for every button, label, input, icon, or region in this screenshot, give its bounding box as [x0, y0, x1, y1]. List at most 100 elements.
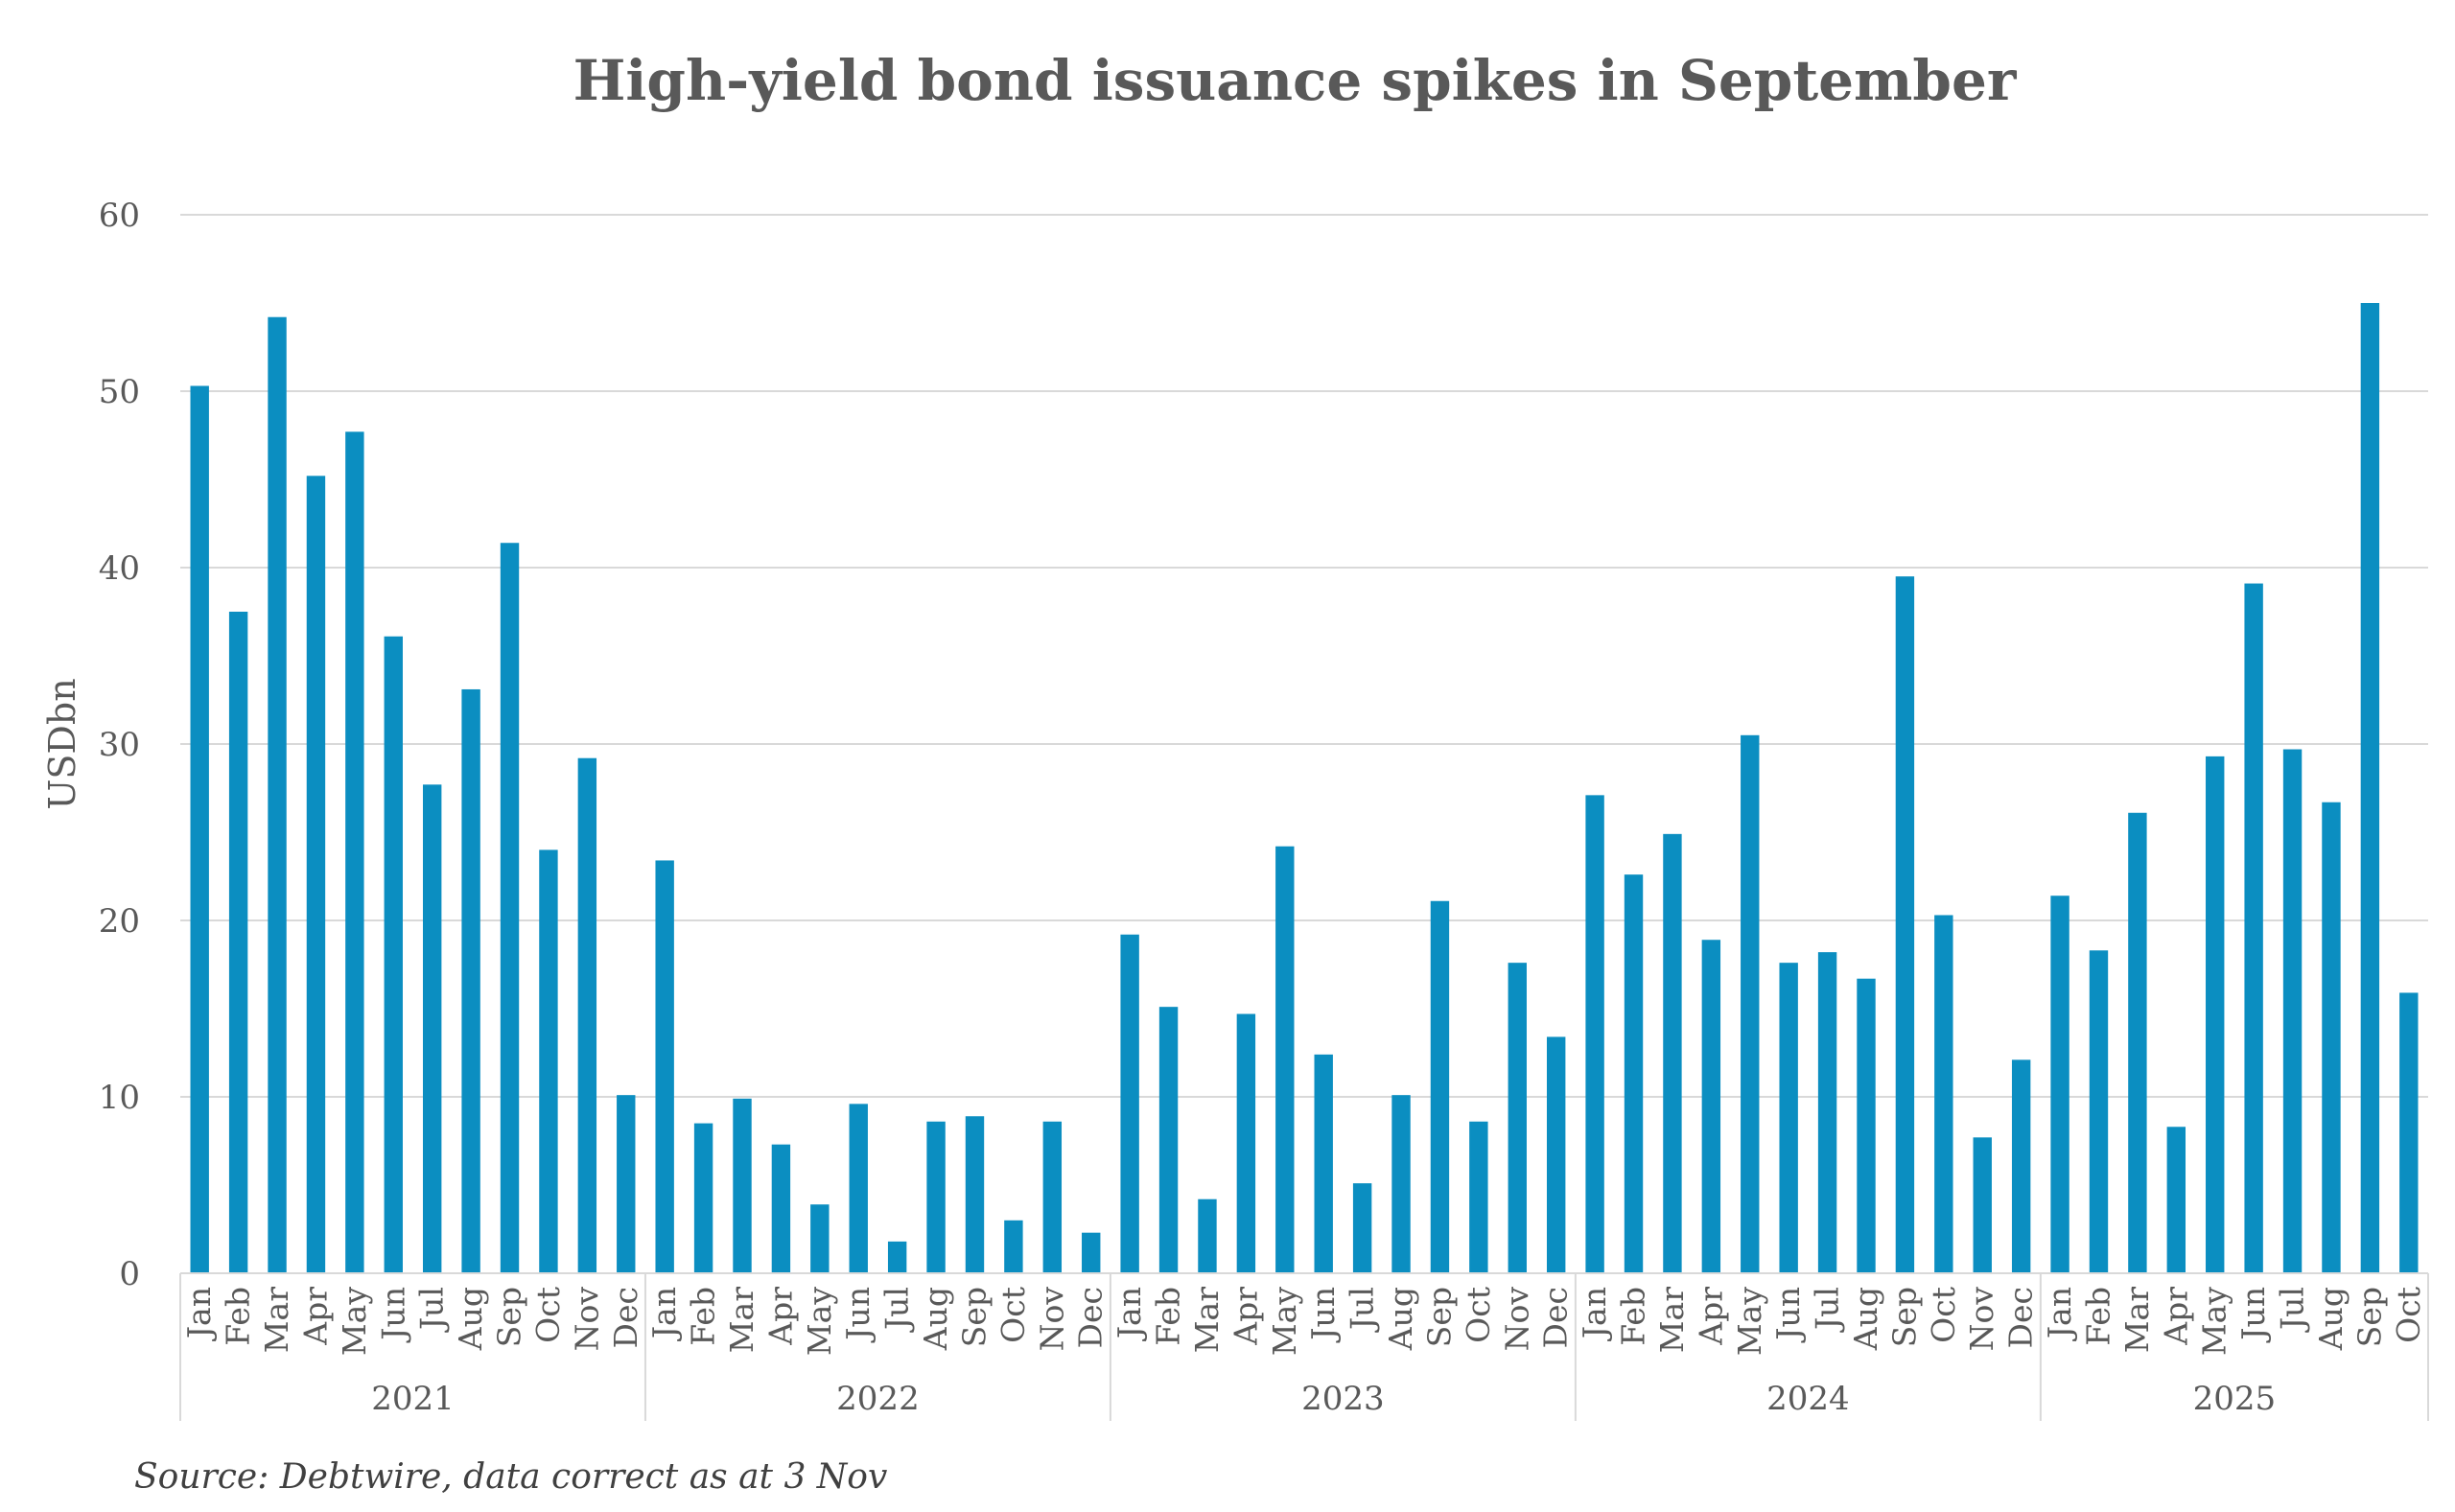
- bar: [1585, 795, 1604, 1273]
- month-label: Mar: [723, 1287, 760, 1353]
- bar: [1741, 734, 1760, 1273]
- bar: [228, 612, 248, 1273]
- bar: [965, 1116, 985, 1273]
- bar: [617, 1095, 636, 1273]
- bar: [1508, 963, 1527, 1273]
- month-label: Mar: [1188, 1287, 1226, 1353]
- month-label: May: [801, 1287, 838, 1356]
- month-label: Oct: [1460, 1287, 1497, 1343]
- month-label: Apr: [2157, 1287, 2194, 1346]
- month-label: Dec: [1072, 1287, 1110, 1348]
- chart-title: High-yield bond issuance spikes in Septe…: [573, 48, 2018, 113]
- month-label: Sep: [1885, 1287, 1923, 1347]
- bar: [2322, 802, 2341, 1273]
- bar: [1198, 1198, 1217, 1273]
- bar: [1857, 978, 1876, 1273]
- bar: [810, 1204, 830, 1273]
- month-label: Apr: [1227, 1287, 1264, 1346]
- month-label: Mar: [258, 1287, 295, 1353]
- y-tick-label: 30: [99, 726, 140, 764]
- bar: [771, 1144, 791, 1273]
- month-label: Feb: [1150, 1287, 1187, 1346]
- month-labels: Jan Feb Mar Apr May Jun Jul Aug Sep Oct Nov Dec Jan F…: [180, 1287, 2427, 1356]
- bar: [2050, 896, 2069, 1273]
- y-tick-label: 20: [99, 902, 140, 941]
- year-label: 2024: [1766, 1380, 1850, 1418]
- month-label: Jun: [1769, 1287, 1807, 1343]
- month-label: Sep: [491, 1287, 528, 1347]
- month-label: Dec: [1537, 1287, 1575, 1348]
- y-tick-label: 0: [119, 1255, 140, 1293]
- month-label: Jan: [2041, 1287, 2078, 1341]
- y-axis-label: USDbn: [41, 678, 83, 809]
- month-label: Nov: [1498, 1287, 1535, 1352]
- bar: [2399, 992, 2419, 1273]
- y-tick-label: 50: [99, 373, 140, 411]
- bar: [1082, 1232, 1101, 1273]
- x-axis: [179, 1272, 2429, 1421]
- month-label: Jul: [878, 1287, 916, 1333]
- month-label: Feb: [2079, 1287, 2116, 1346]
- month-label: Jul: [2274, 1287, 2311, 1333]
- month-label: Sep: [2350, 1287, 2388, 1347]
- bar: [926, 1121, 946, 1273]
- bar: [1546, 1036, 1566, 1273]
- y-tick-label: 60: [99, 197, 140, 235]
- bar: [500, 543, 520, 1273]
- bar: [1701, 940, 1721, 1273]
- bar: [1275, 846, 1295, 1273]
- month-label: Jan: [1111, 1287, 1148, 1341]
- month-label: Dec: [2002, 1287, 2040, 1348]
- month-label: Feb: [685, 1287, 722, 1346]
- month-label: Sep: [1420, 1287, 1458, 1347]
- month-label: Oct: [994, 1287, 1032, 1343]
- bar: [2011, 1059, 2031, 1273]
- y-axis-ticks: 0 10 20 30 40 50 60: [99, 197, 140, 1293]
- bar: [2166, 1127, 2186, 1273]
- bar: [1236, 1013, 1256, 1273]
- month-label: Jul: [1344, 1287, 1381, 1333]
- bar: [655, 860, 674, 1273]
- month-label: Jun: [1304, 1287, 1342, 1343]
- bar: [693, 1123, 713, 1273]
- bar: [1817, 952, 1837, 1273]
- y-tick-label: 40: [99, 549, 140, 588]
- bar: [268, 316, 287, 1274]
- y-tick-label: 10: [99, 1079, 140, 1117]
- bar: [2089, 950, 2109, 1273]
- bar: [1352, 1183, 1372, 1273]
- year-labels: 2021 2022 2023 2024 2025: [371, 1380, 2276, 1418]
- bar: [1158, 1007, 1179, 1273]
- month-label: Mar: [2118, 1287, 2156, 1353]
- month-label: May: [1731, 1287, 1768, 1356]
- bars: [190, 303, 2419, 1274]
- month-label: Sep: [955, 1287, 993, 1347]
- bar: [1624, 874, 1644, 1273]
- month-label: Jan: [180, 1287, 218, 1341]
- month-label: Aug: [917, 1287, 954, 1351]
- month-label: May: [336, 1287, 373, 1356]
- month-label: Nov: [1033, 1287, 1070, 1352]
- month-label: Jul: [413, 1287, 451, 1333]
- bar: [2206, 756, 2225, 1273]
- month-label: Dec: [607, 1287, 644, 1348]
- bar: [849, 1104, 868, 1273]
- bar: [1469, 1121, 1488, 1273]
- month-label: Jun: [2234, 1287, 2272, 1343]
- bar: [190, 385, 209, 1274]
- year-label: 2022: [836, 1380, 920, 1418]
- bar: [1314, 1054, 1333, 1273]
- bar: [461, 688, 480, 1273]
- month-label: Nov: [1963, 1287, 2000, 1352]
- year-label: 2023: [1301, 1380, 1385, 1418]
- month-label: Apr: [296, 1287, 334, 1346]
- bar: [1430, 900, 1450, 1273]
- month-label: Oct: [529, 1287, 567, 1343]
- month-label: Apr: [1692, 1287, 1729, 1346]
- source-note: Source: Debtwire, data correct as at 3 N…: [134, 1457, 887, 1497]
- bar: [577, 757, 597, 1273]
- bar: [345, 431, 364, 1273]
- bar: [887, 1241, 907, 1273]
- bar: [306, 476, 326, 1273]
